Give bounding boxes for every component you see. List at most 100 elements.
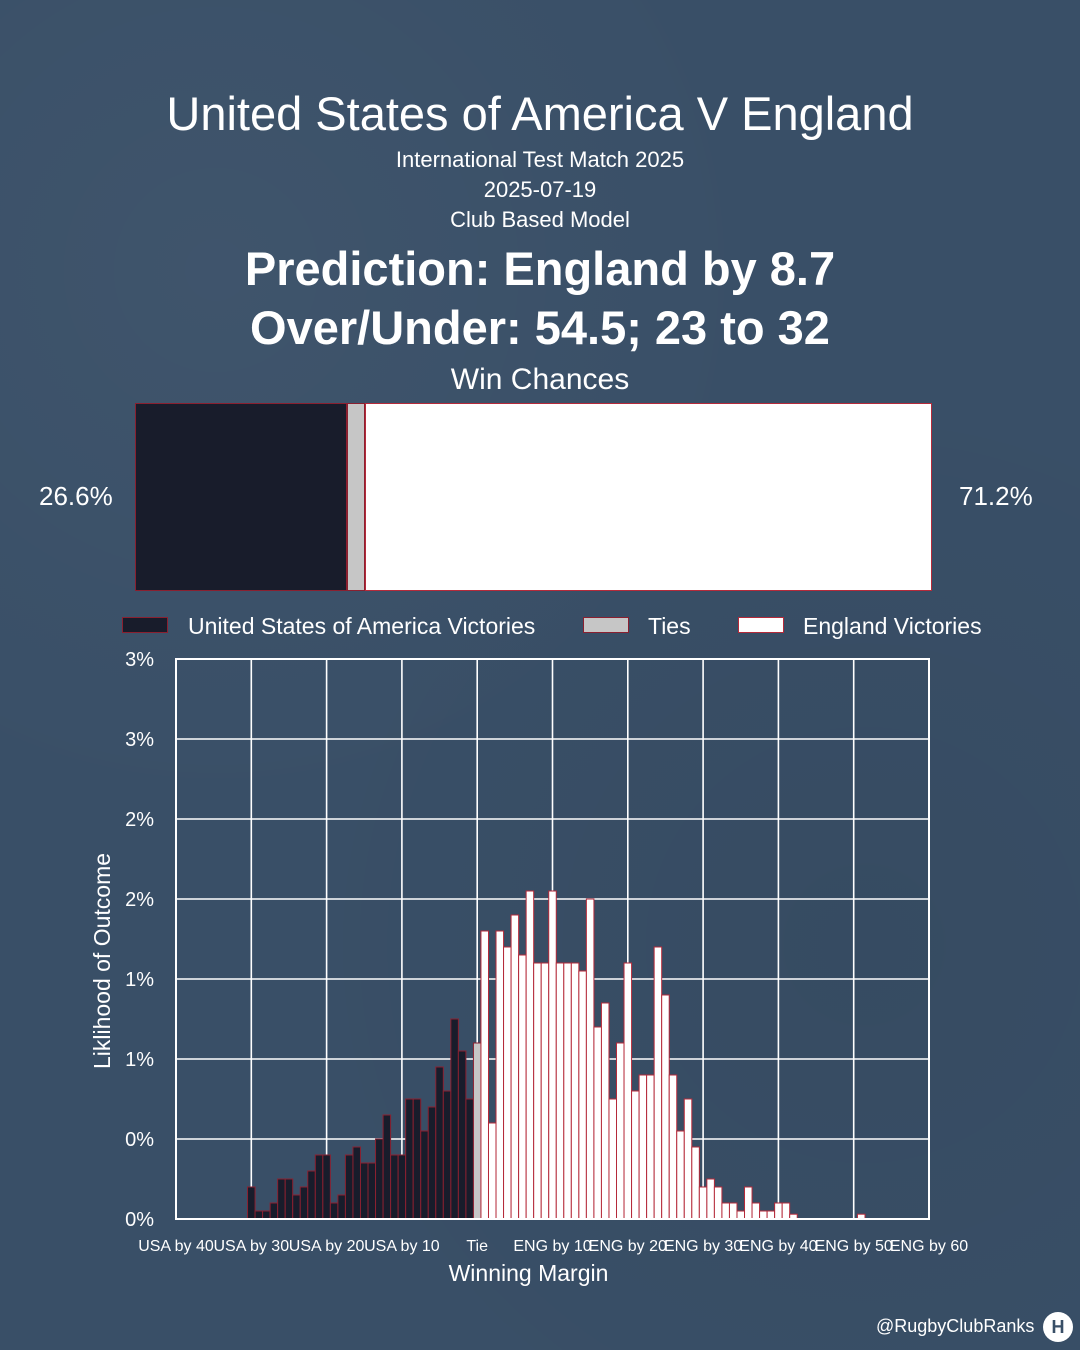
eng-bar [495, 930, 505, 1220]
y-tick-label: 2% [125, 809, 154, 831]
usa-bar [254, 1210, 264, 1220]
usa-bar [269, 1202, 279, 1220]
x-tick-label: Tie [466, 1238, 488, 1255]
x-axis-title: Winning Margin [449, 1260, 609, 1286]
eng-bar [668, 1074, 678, 1220]
eng-win-segment [364, 403, 932, 591]
eng-bar [555, 962, 565, 1220]
eng-bar [638, 1074, 648, 1220]
eng-bar [646, 1074, 655, 1220]
y-tick-label: 1% [125, 969, 154, 991]
eng-bar [676, 1130, 685, 1220]
axis-layer: 0%0%1%1%2%2%3%3%USA by 40 USA by 30 USA by… [89, 649, 968, 1286]
y-tick-label: 3% [125, 649, 154, 671]
y-axis-title: Liklihood of Outcome [89, 853, 115, 1069]
eng-bar [744, 1186, 753, 1220]
x-tick-label: ENG by 20 [589, 1238, 667, 1255]
x-tick-label: ENG by 40 [739, 1238, 817, 1255]
legend: United States of America Victories Ties … [0, 611, 1080, 641]
legend-eng-swatch [738, 617, 784, 633]
usa-bar [450, 1018, 459, 1220]
x-tick-label: USA by 10 [364, 1238, 440, 1255]
usa-bar [427, 1106, 437, 1220]
usa-bar [382, 1114, 392, 1220]
eng-bar [736, 1210, 746, 1220]
tie-bar [472, 1042, 482, 1220]
y-tick-label: 3% [125, 729, 154, 751]
usa-bar [390, 1154, 399, 1220]
eng-bar [585, 898, 595, 1220]
match-date: 2025-07-19 [483, 177, 597, 202]
win-chances-title: Win Chances [450, 363, 630, 396]
usa-bar [397, 1154, 407, 1220]
eng-bar [510, 914, 520, 1220]
usa-bar [405, 1098, 414, 1220]
eng-bar [578, 970, 587, 1220]
usa-bar [435, 1066, 444, 1220]
eng-win-percent: 71.2% [959, 481, 1033, 511]
eng-bar [751, 1202, 761, 1220]
x-tick-label: USA by 40 [138, 1238, 214, 1255]
eng-bar [691, 1146, 700, 1220]
eng-bar [774, 1202, 783, 1220]
usa-bar [292, 1194, 301, 1220]
x-tick-label: ENG by 50 [815, 1238, 893, 1255]
eng-bar [503, 946, 512, 1220]
eng-bar [766, 1210, 776, 1220]
usa-bar [314, 1154, 324, 1220]
y-tick-label: 2% [125, 889, 154, 911]
eng-bar [653, 946, 663, 1220]
eng-bar [563, 962, 572, 1220]
eng-bar [480, 930, 489, 1220]
plot-frame [175, 658, 930, 1220]
usa-bar [367, 1162, 377, 1220]
rugby-posts-logo: H [1043, 1312, 1073, 1342]
eng-bar [721, 1202, 730, 1220]
usa-bar [277, 1178, 286, 1220]
competition-name: International Test Match 2025 [395, 147, 685, 172]
eng-bar [533, 962, 542, 1220]
eng-bar [706, 1178, 715, 1220]
usa-bar [329, 1202, 339, 1220]
usa-bar [420, 1130, 429, 1220]
usa-bar [299, 1186, 309, 1220]
usa-bar [247, 1186, 256, 1220]
legend-tie-swatch [583, 617, 629, 633]
eng-bar [600, 1002, 610, 1220]
legend-tie-label: Ties [648, 613, 691, 639]
eng-bar [661, 994, 670, 1220]
eng-bar [631, 1090, 640, 1220]
over-under-text: Over/Under: 54.5; 23 to 32 [250, 301, 830, 354]
winning-margin-chart: 0%0%1%1%2%2%3%3%USA by 40 USA by 30 USA by… [89, 649, 968, 1286]
model-name: Club Based Model [450, 207, 630, 232]
x-tick-label: ENG by 10 [513, 1238, 591, 1255]
usa-bar [337, 1194, 346, 1220]
eng-bar [698, 1186, 708, 1220]
eng-bar [593, 1026, 602, 1220]
eng-bar [781, 1202, 791, 1220]
eng-bar [728, 1202, 738, 1220]
eng-bar [608, 1098, 618, 1220]
eng-bar [683, 1098, 693, 1220]
eng-bar [623, 962, 633, 1220]
eng-bar [540, 962, 550, 1220]
usa-bar [284, 1178, 294, 1220]
prediction-text: Prediction: England by 8.7 [244, 242, 836, 295]
eng-bar [570, 962, 580, 1220]
usa-bar [375, 1138, 384, 1220]
eng-bar [713, 1186, 723, 1220]
y-tick-label: 1% [125, 1049, 154, 1071]
usa-bar [457, 1050, 467, 1220]
y-tick-label: 0% [125, 1129, 154, 1151]
eng-bar [759, 1210, 768, 1220]
usa-bar [307, 1170, 316, 1220]
twitter-handle[interactable]: @RugbyClubRanks [876, 1316, 1035, 1336]
x-tick-label: ENG by 60 [890, 1238, 968, 1255]
legend-usa-label: United States of America Victories [188, 613, 536, 639]
usa-bar [322, 1154, 331, 1220]
x-tick-label: USA by 30 [213, 1238, 289, 1255]
eng-bar [616, 1042, 625, 1220]
legend-eng-label: England Victories [803, 613, 982, 639]
usa-win-percent: 26.6% [39, 481, 113, 511]
